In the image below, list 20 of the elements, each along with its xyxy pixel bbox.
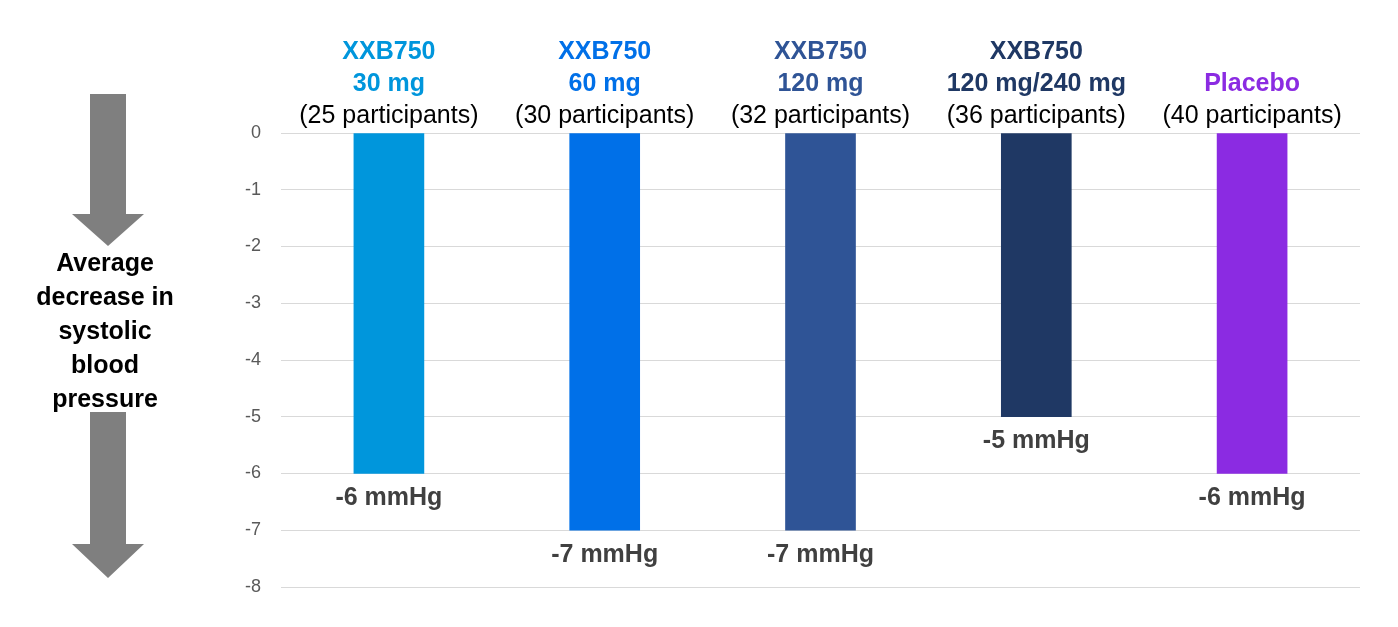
x-tick-label: XXB750 120 mg/240 mg (36 participants) — [946, 36, 1126, 129]
y-tick-label: -2 — [244, 235, 261, 256]
data-label: -6 mmHg — [335, 481, 443, 510]
y-tick-label: -4 — [244, 348, 261, 369]
y-tick-label: -8 — [244, 575, 261, 596]
y-axis-title: Average decrease in systolic blood pressure — [35, 247, 175, 414]
x-tick-label: XXB750 60 mg (30 participants) — [515, 36, 695, 129]
y-tick-label: -3 — [244, 292, 261, 313]
y-tick-label: -5 — [244, 405, 261, 426]
x-tick-label: XXB750 30 mg (25 participants) — [299, 36, 479, 129]
data-label: -5 mmHg — [982, 425, 1090, 454]
y-tick-label: -7 — [244, 519, 261, 540]
y-tick-label: 0 — [250, 121, 261, 142]
y-tick-label: -6 — [244, 462, 261, 483]
x-tick-label: Placebo (40 participants) — [1162, 68, 1342, 129]
data-label: -7 mmHg — [551, 538, 659, 567]
data-label: -6 mmHg — [1198, 481, 1306, 510]
data-label: -7 mmHg — [767, 538, 874, 567]
x-tick-label: XXB750 120 mg (32 participants) — [730, 36, 911, 129]
y-tick-label: -1 — [244, 178, 261, 199]
